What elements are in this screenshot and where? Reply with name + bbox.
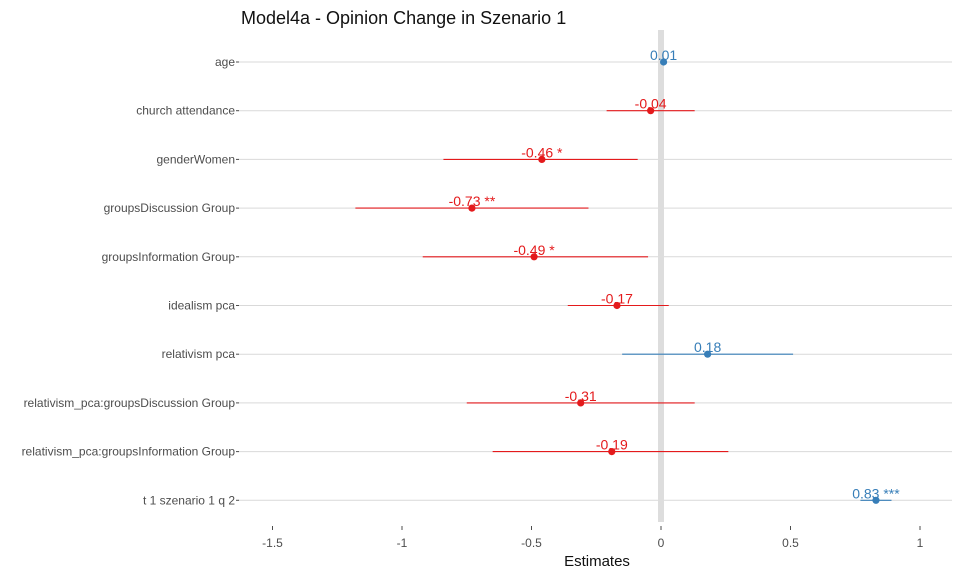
point-estimate	[608, 448, 616, 456]
estimate-label: -0.49 *	[513, 242, 555, 258]
estimate-label: -0.73 **	[449, 193, 496, 209]
y-tick-label: groupsDiscussion Group	[104, 201, 236, 215]
y-tick-label: church attendance	[136, 104, 235, 118]
point-estimate	[659, 58, 668, 66]
y-tick-label: age	[215, 55, 235, 69]
x-axis-ticks: -1.5 -1 -0.5 0 0.5 1	[262, 526, 924, 550]
x-tick-label: -0.5	[521, 536, 542, 550]
point-estimate	[538, 155, 546, 163]
zero-reference-line	[658, 30, 664, 522]
grid	[238, 61, 952, 501]
y-tick-label: t 1 szenario 1 q 2	[143, 493, 235, 507]
y-axis-labels: age church attendance genderWomen groupsDis…	[22, 55, 239, 507]
x-tick-label: -1	[397, 536, 408, 550]
y-tick-label: relativism_pca:groupsDiscussion Group	[24, 396, 236, 410]
estimate-label: 0.18	[694, 339, 721, 355]
estimate-label: 0.01	[650, 47, 677, 63]
point-estimate	[647, 107, 655, 115]
point-estimate	[577, 399, 585, 407]
x-axis-label: Estimates	[564, 553, 630, 570]
estimate-label: -0.19	[596, 437, 628, 453]
y-tick-label: idealism pca	[168, 299, 235, 313]
x-tick-label: 0	[658, 536, 665, 550]
point-estimate	[872, 496, 880, 504]
y-tick-label: relativism_pca:groupsInformation Group	[22, 445, 236, 459]
x-tick-label: -1.5	[262, 536, 283, 550]
x-tick-label: 0.5	[782, 536, 799, 550]
y-tick-label: genderWomen	[157, 152, 236, 166]
x-tick-label: 1	[917, 536, 924, 550]
point-estimate	[613, 301, 621, 310]
zero-line	[658, 30, 664, 522]
estimate-label: -0.04	[635, 96, 667, 112]
point-estimate	[704, 350, 712, 358]
point-estimate	[530, 253, 538, 261]
estimate-label: -0.31	[565, 388, 597, 404]
chart-title: Model4a - Opinion Change in Szenario 1	[241, 8, 566, 28]
y-tick-label: groupsInformation Group	[102, 250, 236, 264]
estimate-label: 0.83 ***	[852, 485, 900, 501]
y-tick-label: relativism pca	[162, 347, 236, 361]
estimate-label: -0.17	[601, 291, 633, 307]
estimate-label: -0.46 *	[521, 144, 563, 160]
point-estimate	[468, 204, 476, 212]
estimates: 0.01 -0.04 -0.46 * -0.73 ** -0.49 * -0.17 0.18…	[355, 47, 900, 504]
